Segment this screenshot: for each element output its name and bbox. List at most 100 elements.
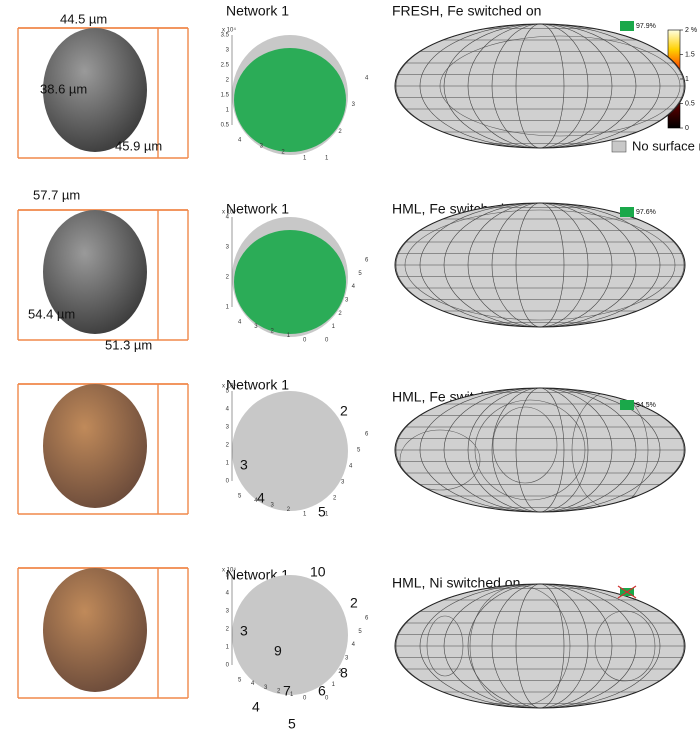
meridian (395, 24, 685, 148)
z-tick-label: 1 (226, 461, 230, 467)
y-tick-label: 3 (341, 480, 345, 486)
z-tick-label: 2.5 (221, 63, 230, 69)
y-tick-label: 2 (338, 669, 342, 675)
x-tick-label: 1 (303, 156, 307, 162)
meridian (491, 388, 589, 512)
map-title: FRESH, Fe switched on (392, 3, 541, 19)
meridian (491, 24, 589, 148)
x-tick-label: 0 (303, 338, 307, 344)
y-tick-label: 6 (365, 258, 369, 264)
legend-swatch (611, 140, 627, 153)
dimension-label: 45.9 µm (115, 138, 162, 153)
x-tick-label: 4 (254, 498, 258, 504)
meridian (467, 388, 613, 512)
z-tick-label: 2 (226, 627, 230, 633)
cluster-label: 4 (252, 699, 260, 715)
x-tick-label: 1 (303, 512, 307, 518)
meridian (419, 24, 661, 148)
meridian (443, 388, 637, 512)
network-sphere (232, 575, 348, 695)
z-tick-label: 1 (226, 108, 230, 114)
map-outline (394, 202, 686, 328)
map-outline (394, 583, 686, 709)
meridian (515, 203, 565, 327)
map-grid (395, 388, 685, 512)
meridian (395, 388, 685, 512)
z-tick-label: 4 (226, 591, 230, 597)
x-tick-label: 5 (238, 494, 242, 500)
x-tick-label: 0 (303, 696, 307, 702)
y-tick-label: 5 (357, 448, 361, 454)
z-tick-label: 0 (226, 663, 230, 669)
x-tick-label: 1 (287, 333, 291, 339)
exponent-label: x 10⁴ (222, 27, 236, 34)
y-tick-label: 1 (325, 512, 329, 518)
exponent-label: x 10⁴ (222, 383, 236, 390)
x-tick-label: 3 (260, 144, 264, 150)
meridian (419, 203, 661, 327)
y-tick-label: 5 (358, 629, 362, 635)
cluster-label: 2 (350, 595, 358, 611)
y-tick-label: 4 (365, 76, 369, 82)
meridian (491, 584, 589, 708)
map-outline (394, 387, 686, 513)
z-tick-label: 4 (226, 407, 230, 413)
colorbar-label: 0 (685, 125, 689, 132)
network-label: Network 1 (226, 3, 289, 19)
z-tick-label: 1 (226, 305, 230, 311)
z-tick-label: 5 (226, 389, 230, 395)
dimension-label: 54.4 µm (28, 306, 75, 321)
particle (43, 28, 147, 152)
y-tick-label: 2 (333, 496, 337, 502)
z-tick-label: 2 (226, 78, 230, 84)
particle (43, 568, 147, 692)
z-tick-label: 2 (226, 275, 230, 281)
colorbar-label: 0.5 (685, 100, 695, 107)
z-tick-label: 0 (226, 479, 230, 485)
meridian (395, 584, 685, 708)
y-tick-label: 2 (338, 129, 342, 135)
y-tick-label: 4 (352, 284, 356, 290)
exponent-label: x 10⁴ (222, 567, 236, 574)
z-tick-label: 0.5 (221, 123, 230, 129)
meridian (515, 584, 565, 708)
y-tick-label: 0 (325, 696, 329, 702)
cluster-label: 9 (274, 643, 282, 659)
colorbar-label: 1 (685, 76, 689, 83)
z-tick-label: 3 (226, 245, 230, 251)
cluster-label: 4 (257, 490, 265, 506)
particle (43, 384, 147, 508)
network-label: Network 1 (226, 377, 289, 393)
z-tick-label: 2 (226, 443, 230, 449)
dimension-label: 38.6 µm (40, 81, 87, 96)
y-tick-label: 1 (332, 324, 336, 330)
meridian (491, 203, 589, 327)
particle (43, 210, 147, 334)
dimension-label: 51.3 µm (105, 337, 152, 352)
y-tick-label: 3 (345, 298, 349, 304)
z-tick-label: 3.5 (221, 33, 230, 39)
x-tick-label: 2 (287, 507, 291, 513)
meridian (515, 388, 565, 512)
meridian (515, 24, 565, 148)
dimension-label: 57.7 µm (33, 187, 80, 202)
meridian (443, 584, 637, 708)
dimension-label: 44.5 µm (60, 11, 107, 26)
cube (17, 567, 189, 699)
y-tick-label: 3 (345, 656, 349, 662)
z-tick-label: 3 (226, 609, 230, 615)
z-tick-label: 5 (226, 573, 230, 579)
y-tick-label: 4 (349, 464, 353, 470)
cube (17, 383, 189, 515)
x-tick-label: 4 (238, 138, 242, 144)
y-tick-label: 5 (358, 271, 362, 277)
cluster-label: 10 (310, 564, 326, 580)
meridian (419, 388, 661, 512)
map-patch (492, 406, 558, 484)
map-patch (399, 429, 481, 491)
x-tick-label: 3 (271, 503, 275, 509)
map-title: HML, Ni switched on (392, 575, 520, 591)
x-tick-label: 3 (264, 685, 268, 691)
network-cluster (234, 230, 346, 334)
